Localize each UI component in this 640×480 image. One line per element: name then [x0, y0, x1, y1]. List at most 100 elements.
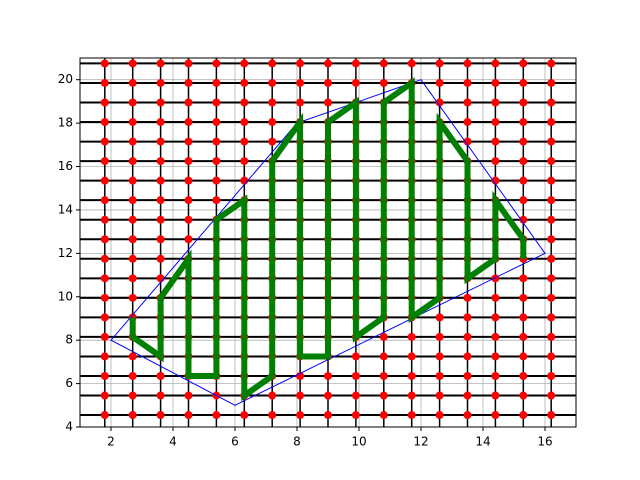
lattice-point: [100, 293, 109, 302]
lattice-point: [184, 196, 193, 205]
x-tick-label: 6: [231, 435, 239, 449]
lattice-point: [519, 118, 528, 127]
x-tick-label: 4: [169, 435, 177, 449]
lattice-point: [547, 313, 556, 322]
lattice-point: [351, 78, 360, 87]
lattice-point: [519, 59, 528, 68]
lattice-point: [547, 332, 556, 341]
lattice-point: [435, 313, 444, 322]
lattice-point: [351, 391, 360, 400]
lattice-point: [379, 59, 388, 68]
lattice-point: [100, 215, 109, 224]
lattice-point: [435, 78, 444, 87]
lattice-point: [184, 235, 193, 244]
lattice-point: [212, 196, 221, 205]
lattice-point: [240, 411, 249, 420]
lattice-point: [379, 411, 388, 420]
lattice-point: [547, 352, 556, 361]
lattice-point: [184, 157, 193, 166]
lattice-point: [184, 98, 193, 107]
lattice-point: [128, 176, 137, 185]
lattice-point: [100, 411, 109, 420]
lattice-point: [547, 98, 556, 107]
lattice-point: [156, 59, 165, 68]
lattice-point: [519, 137, 528, 146]
lattice-point: [491, 313, 500, 322]
lattice-point: [212, 78, 221, 87]
lattice-point: [547, 235, 556, 244]
lattice-point: [100, 118, 109, 127]
y-tick-label: 6: [65, 376, 73, 390]
lattice-point: [519, 78, 528, 87]
lattice-point: [519, 352, 528, 361]
lattice-point: [128, 78, 137, 87]
lattice-point: [184, 411, 193, 420]
lattice-point: [240, 59, 249, 68]
lattice-point: [547, 215, 556, 224]
lattice-point: [184, 137, 193, 146]
lattice-point: [547, 118, 556, 127]
lattice-point: [100, 274, 109, 283]
y-tick-label: 4: [65, 420, 73, 434]
lattice-point: [351, 352, 360, 361]
lattice-point: [128, 137, 137, 146]
lattice-point: [519, 293, 528, 302]
y-tick-label: 12: [58, 246, 73, 260]
lattice-point: [519, 176, 528, 185]
lattice-point: [351, 371, 360, 380]
lattice-point: [268, 118, 277, 127]
x-tick-label: 2: [107, 435, 115, 449]
lattice-point: [100, 352, 109, 361]
series-line: [129, 77, 527, 402]
lattice-point: [156, 371, 165, 380]
lattice-point: [184, 391, 193, 400]
lattice-point: [128, 98, 137, 107]
lattice-point: [491, 157, 500, 166]
lattice-point: [212, 98, 221, 107]
lattice-point: [128, 293, 137, 302]
lattice-point: [296, 78, 305, 87]
lattice-point: [100, 332, 109, 341]
lattice-point: [100, 313, 109, 322]
lattice-point: [519, 332, 528, 341]
lattice-point: [268, 59, 277, 68]
lattice-point: [519, 411, 528, 420]
y-tick-label: 16: [58, 159, 73, 173]
lattice-point: [407, 332, 416, 341]
lattice-point: [491, 391, 500, 400]
lattice-point: [519, 215, 528, 224]
lattice-point: [547, 411, 556, 420]
lattice-point: [128, 235, 137, 244]
x-tick-label: 14: [475, 435, 490, 449]
lattice-point: [184, 59, 193, 68]
lattice-point: [547, 59, 556, 68]
lattice-point: [156, 78, 165, 87]
x-tick-label: 10: [351, 435, 366, 449]
y-tick-label: 20: [58, 72, 73, 86]
lattice-point: [547, 78, 556, 87]
lattice-point: [128, 371, 137, 380]
lattice-point: [519, 98, 528, 107]
lattice-point: [547, 196, 556, 205]
lattice-point: [491, 274, 500, 283]
lattice-point: [435, 332, 444, 341]
lattice-point: [212, 137, 221, 146]
lattice-point: [184, 215, 193, 224]
x-tick-label: 8: [293, 435, 301, 449]
lattice-point: [184, 78, 193, 87]
lattice-point: [491, 137, 500, 146]
y-tick-label: 8: [65, 333, 73, 347]
lattice-point: [128, 352, 137, 361]
lattice-point: [463, 118, 472, 127]
lattice-point: [268, 137, 277, 146]
lattice-point: [128, 215, 137, 224]
lattice-point: [491, 411, 500, 420]
lattice-point: [268, 391, 277, 400]
lattice-point: [379, 332, 388, 341]
lattice-point: [128, 59, 137, 68]
lattice-point: [463, 313, 472, 322]
lattice-point: [100, 391, 109, 400]
lattice-point: [407, 59, 416, 68]
lattice-point: [296, 98, 305, 107]
lattice-point: [463, 391, 472, 400]
